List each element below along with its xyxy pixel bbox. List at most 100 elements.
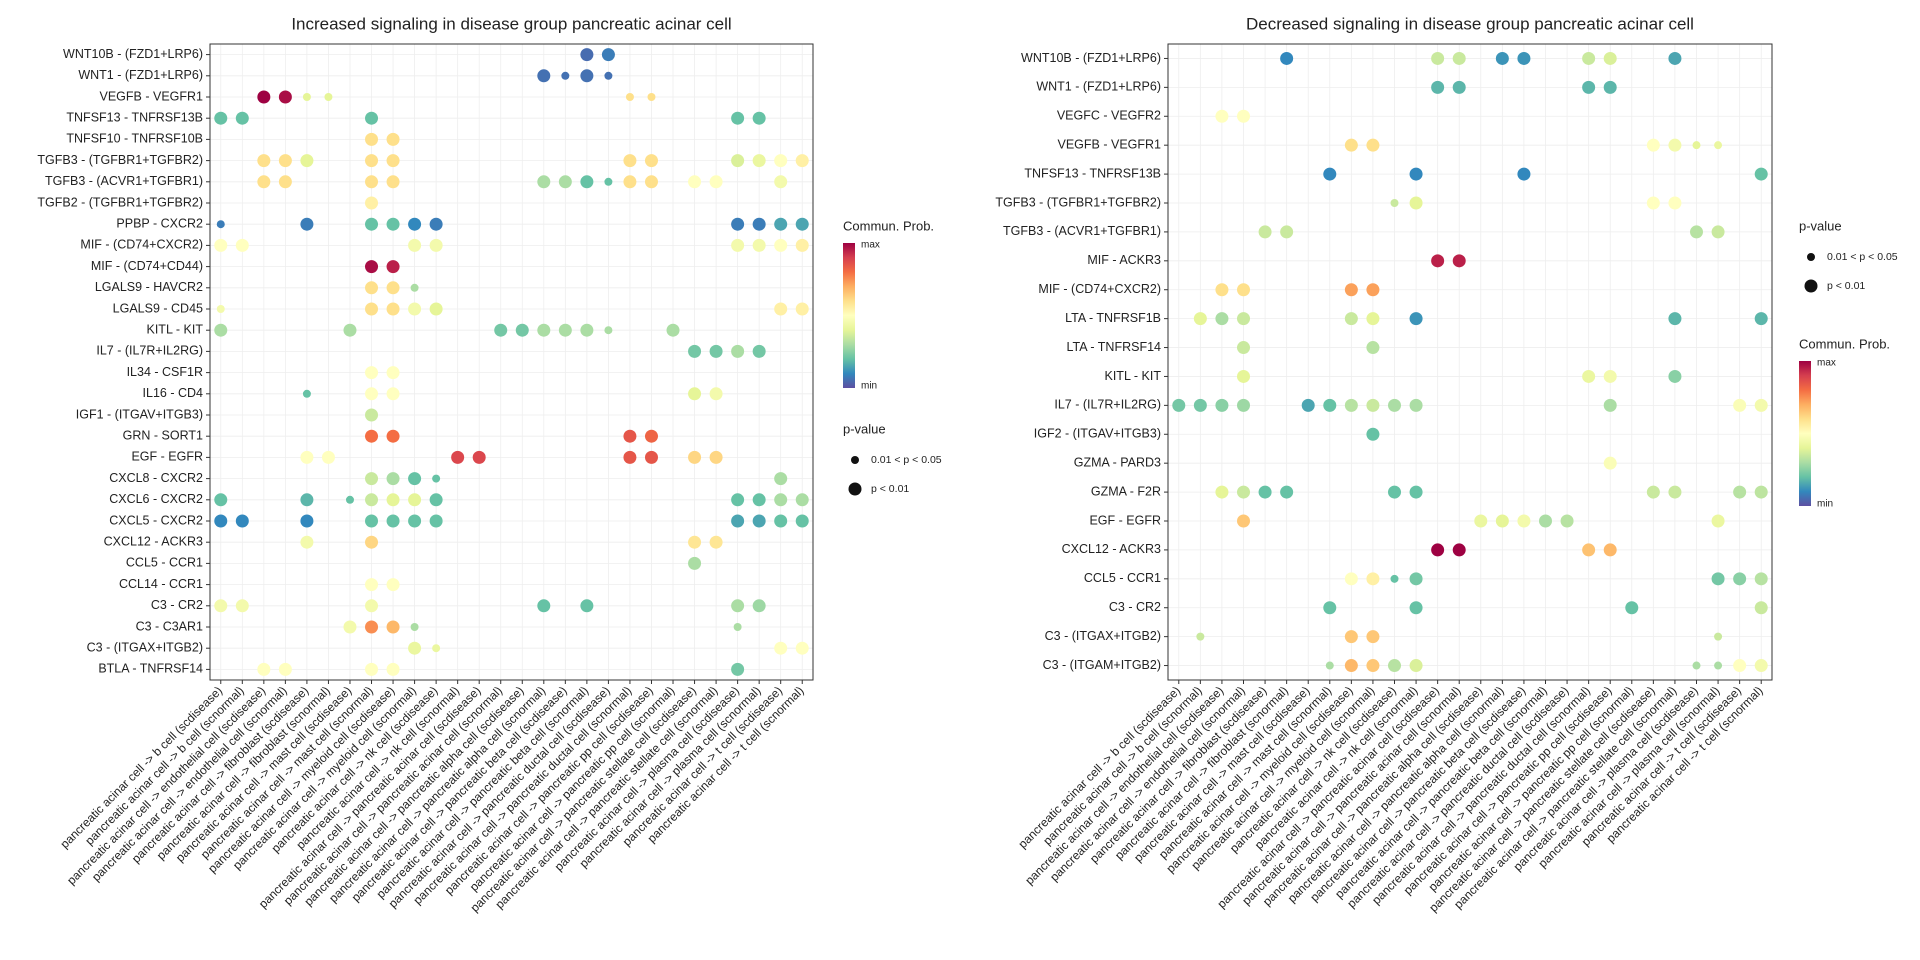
dot: [774, 238, 788, 252]
dot: [1625, 601, 1639, 615]
legend-label: p < 0.01: [871, 483, 909, 495]
dot: [774, 472, 788, 486]
dot: [1733, 398, 1747, 412]
dot: [709, 450, 723, 464]
dot: [494, 323, 508, 337]
y-tick-label: EGF - EGFR: [1089, 513, 1161, 527]
colorbar-label: max: [861, 240, 880, 251]
dot: [688, 175, 702, 189]
dot: [752, 238, 766, 252]
dot: [1495, 514, 1509, 528]
dot: [429, 493, 443, 507]
dot: [216, 305, 225, 313]
dot: [214, 493, 228, 507]
y-tick-label: CXCL5 - CXCR2: [109, 513, 203, 527]
dot: [537, 69, 551, 83]
dot: [558, 175, 572, 189]
dot: [472, 450, 486, 464]
dot: [1733, 572, 1747, 586]
dot: [365, 493, 379, 507]
dot: [386, 662, 400, 676]
dot: [688, 387, 702, 401]
dot: [1603, 369, 1617, 383]
y-tick-label: TGFB3 - (ACVR1+TGFBR1): [1003, 224, 1161, 238]
dot: [774, 514, 788, 528]
y-tick-label: C3 - CR2: [1109, 600, 1161, 614]
y-tick-label: WNT10B - (FZD1+LRP6): [63, 47, 203, 61]
dot: [1344, 572, 1358, 586]
dot: [558, 323, 572, 337]
dot: [1237, 283, 1250, 297]
dot: [1366, 312, 1380, 326]
dot: [1452, 254, 1466, 268]
y-tick-label: WNT10B - (FZD1+LRP6): [1021, 51, 1161, 65]
dot: [1517, 514, 1531, 528]
dot: [365, 662, 379, 676]
y-tick-label: TGFB3 - (TGFBR1+TGFBR2): [37, 153, 203, 167]
dot: [365, 599, 379, 613]
dot: [1193, 398, 1207, 412]
dot: [278, 662, 292, 676]
legend-label: p < 0.01: [1827, 280, 1865, 292]
dot: [235, 599, 249, 613]
dot: [214, 323, 228, 337]
dot: [604, 177, 613, 186]
dot: [709, 387, 723, 401]
legend-dot: [1804, 279, 1818, 293]
dot: [580, 599, 594, 613]
colorbar-label: min: [861, 381, 877, 392]
dot: [774, 175, 788, 189]
dot: [795, 154, 809, 168]
dot: [429, 217, 443, 231]
y-tick-label: VEGFB - VEGFR1: [1058, 137, 1162, 151]
y-tick-label: MIF - ACKR3: [1087, 253, 1161, 267]
y-tick-label: TGFB3 - (TGFBR1+TGFBR2): [995, 195, 1161, 209]
dot: [365, 111, 379, 125]
dot: [580, 69, 594, 83]
dot: [432, 474, 441, 483]
dot: [1280, 225, 1294, 239]
dot: [623, 154, 637, 168]
chart-title: Increased signaling in disease group pan…: [291, 14, 731, 33]
dot: [365, 387, 379, 401]
dot: [386, 429, 400, 443]
legend-dot: [851, 456, 859, 464]
dot: [1366, 138, 1380, 152]
y-tick-label: IL34 - CSF1R: [127, 365, 203, 379]
dot: [1409, 167, 1423, 181]
y-tick-label: VEGFC - VEGFR2: [1057, 109, 1161, 123]
dot: [1603, 51, 1617, 65]
dot: [1344, 312, 1358, 326]
y-tick-label: CXCL8 - CXCR2: [109, 471, 203, 485]
dot: [1582, 51, 1596, 65]
dot: [1323, 601, 1337, 615]
dot: [795, 514, 809, 528]
dot: [1754, 601, 1768, 615]
legend-title: Commun. Prob.: [843, 218, 934, 233]
y-tick-label: IL16 - CD4: [143, 386, 203, 400]
dot: [1754, 398, 1768, 412]
dot: [1582, 543, 1596, 557]
colorbar: [843, 243, 855, 388]
dot: [1215, 283, 1229, 297]
dot: [1754, 485, 1768, 499]
dot: [1733, 659, 1747, 673]
y-tick-label: IGF1 - (ITGAV+ITGB3): [76, 407, 203, 421]
dot: [386, 366, 400, 380]
dot: [752, 514, 766, 528]
legend-dot: [848, 482, 862, 496]
y-tick-label: C3 - (ITGAX+ITGB2): [87, 640, 203, 654]
dot: [752, 493, 766, 507]
colorbar: [1799, 361, 1811, 506]
dot: [300, 535, 314, 549]
y-tick-label: GZMA - PARD3: [1074, 455, 1161, 469]
dot: [1714, 141, 1723, 150]
dot: [647, 93, 656, 101]
dot: [537, 599, 551, 613]
dot: [1409, 398, 1423, 412]
dot: [365, 578, 379, 592]
dot: [1215, 485, 1229, 499]
dot: [1452, 80, 1466, 94]
y-tick-label: LGALS9 - HAVCR2: [95, 280, 203, 294]
y-tick-label: C3 - (ITGAX+ITGB2): [1045, 629, 1161, 643]
